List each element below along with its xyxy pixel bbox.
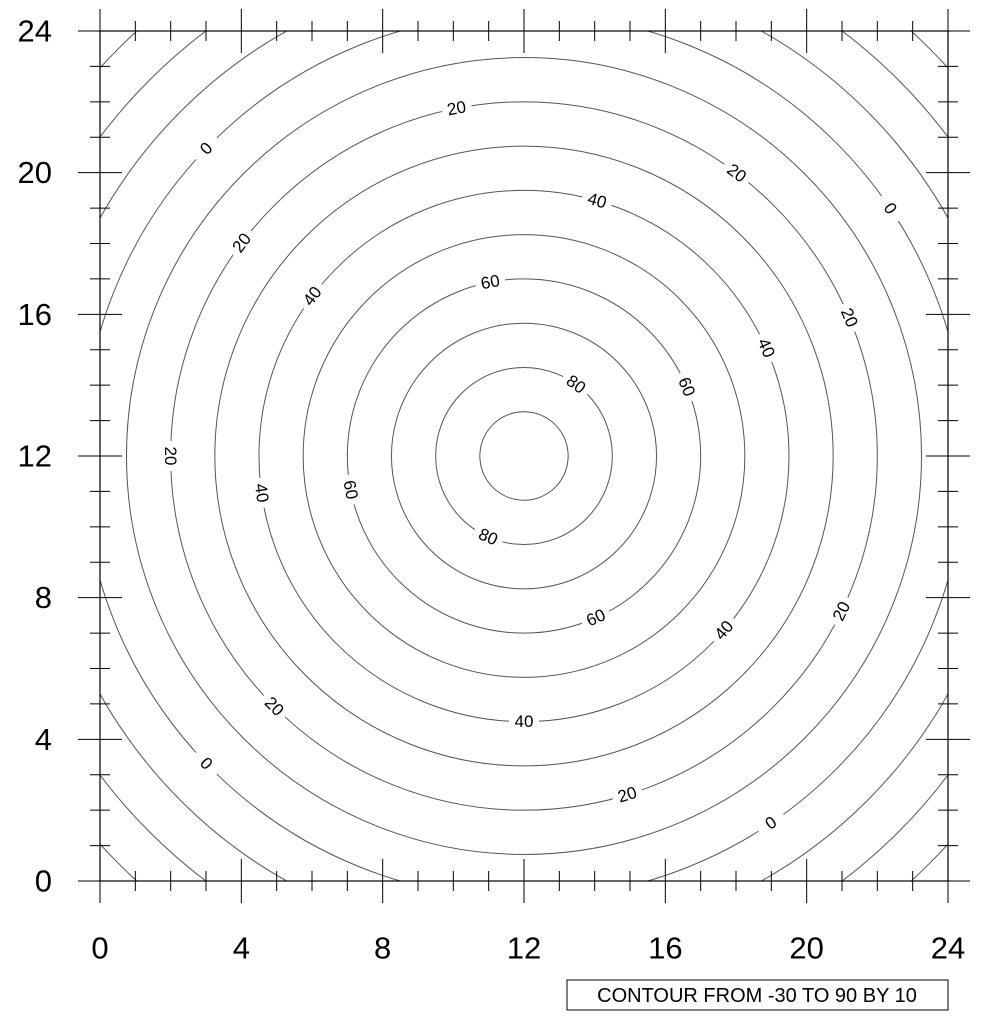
contour-label-background — [579, 186, 615, 215]
contour-label-background — [750, 330, 782, 366]
contour-label-background — [671, 369, 702, 405]
contour-label-background — [295, 278, 330, 315]
contour-label-background — [439, 95, 474, 122]
contour-labels: 0000202020202020202040404040404060606060… — [160, 95, 907, 840]
contour-label: 20 — [445, 97, 467, 119]
x-tick-label: 0 — [91, 931, 108, 966]
y-tick-label: 0 — [35, 864, 52, 899]
contour-label-background — [256, 688, 292, 725]
contour-line — [302, 234, 746, 678]
contour-label-group: 20 — [439, 95, 474, 122]
contour-line — [391, 322, 657, 590]
contour-label-background — [473, 269, 507, 295]
contour-label-group: 20 — [610, 780, 645, 809]
contour-label-group: 20 — [256, 688, 292, 725]
contour-label-group: 60 — [473, 269, 507, 295]
contour-label-background — [509, 711, 539, 732]
info-label: CONTOUR FROM -30 TO 90 BY 10 — [597, 985, 917, 1007]
contour-label-background — [470, 521, 506, 553]
contour-line — [435, 366, 613, 546]
x-tick-label: 16 — [648, 931, 682, 966]
contour-label-background — [826, 593, 858, 630]
y-tick-label: 8 — [35, 580, 52, 615]
x-tick-label: 20 — [789, 931, 823, 966]
x-tick-label: 24 — [931, 931, 965, 966]
contour-label-background — [718, 156, 755, 191]
contour-label: 60 — [479, 271, 501, 293]
contour-label-group: 0 — [752, 806, 790, 840]
contour-line — [479, 411, 569, 501]
y-tick-label: 4 — [35, 722, 52, 757]
contour-line — [126, 57, 922, 855]
contour-label-background — [160, 441, 181, 471]
contour-label-background — [188, 130, 224, 167]
contour-label-background — [337, 473, 364, 507]
contour-label-background — [578, 602, 614, 634]
contour-label-group: 20 — [718, 156, 755, 191]
contour-label-group: 40 — [579, 186, 615, 215]
contour-label-background — [752, 806, 790, 840]
x-tick-label: 12 — [507, 931, 541, 966]
contour-label: 40 — [515, 712, 534, 731]
contour-label-background — [873, 190, 907, 227]
contour-line — [214, 145, 834, 767]
plot-background — [100, 31, 948, 881]
y-tick-label: 12 — [18, 439, 52, 474]
x-tick-label: 4 — [233, 931, 250, 966]
contour-label-group: 0 — [188, 745, 224, 782]
contour-label-group: 20 — [160, 441, 181, 471]
contour-label: 20 — [161, 447, 180, 466]
contour-label-background — [610, 780, 645, 809]
contour-label-background — [834, 299, 865, 336]
contour-line — [346, 278, 702, 634]
axes: 0 4 8 12 16 20 24 0 4 8 12 16 20 24 — [18, 9, 970, 966]
contour-label-background — [188, 745, 224, 782]
contour-label: 40 — [585, 189, 608, 212]
contour-label: 20 — [615, 783, 639, 807]
contour-label-group: 40 — [509, 711, 539, 732]
contour-label-group: 60 — [337, 473, 364, 507]
contour-label-group: 0 — [873, 190, 907, 227]
info-box — [566, 979, 949, 1011]
y-tick-label: 24 — [18, 14, 52, 49]
x-tick-label: 8 — [374, 931, 391, 966]
contour-label-group: 0 — [188, 130, 224, 167]
contour-label: 60 — [339, 479, 361, 501]
contour-label-background — [249, 476, 274, 510]
contour-label: 40 — [251, 482, 272, 503]
contour-label-background — [557, 367, 594, 402]
contour-label-background — [706, 612, 742, 649]
contour-label-group: 40 — [249, 476, 274, 510]
contour-label-background — [224, 224, 259, 261]
y-tick-label: 20 — [18, 155, 52, 190]
contour-label-group: 80 — [557, 367, 594, 402]
y-tick-label: 16 — [18, 297, 52, 332]
